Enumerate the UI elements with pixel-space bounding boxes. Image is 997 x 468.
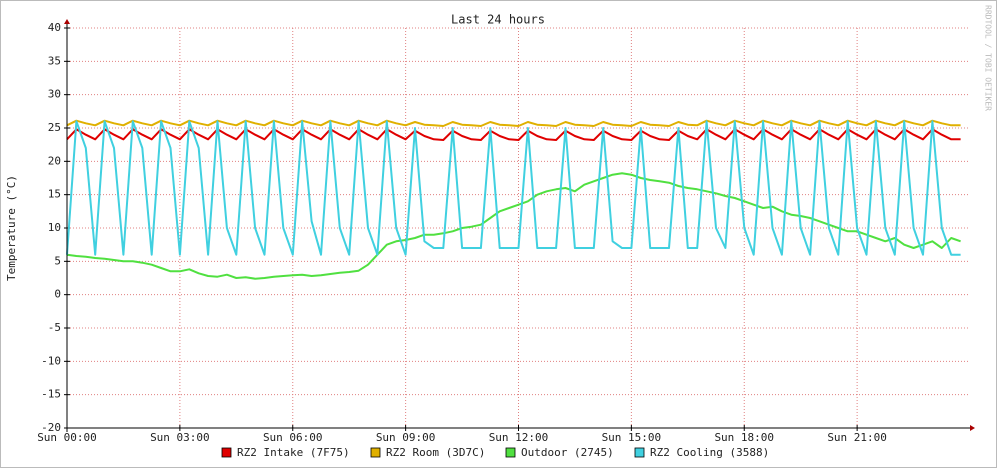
y-tick-label: -15 xyxy=(41,388,61,401)
y-tick-label: -10 xyxy=(41,354,61,367)
y-tick-label: 35 xyxy=(48,54,61,67)
x-tick-label: Sun 06:00 xyxy=(263,431,323,444)
lines xyxy=(66,119,961,280)
y-axis-label: Temperature (°C) xyxy=(5,175,18,281)
x-tick-label: Sun 12:00 xyxy=(489,431,549,444)
x-tick-label: Sun 03:00 xyxy=(150,431,210,444)
legend-label: RZ2 Intake (7F75) xyxy=(237,446,350,459)
y-tick-label: 30 xyxy=(48,88,61,101)
y-tick-label: -5 xyxy=(48,321,61,334)
y-tick-label: 25 xyxy=(48,121,61,134)
y-tick-label: 5 xyxy=(54,254,61,267)
y-tick-label: -20 xyxy=(41,421,61,434)
x-tick-label: Sun 15:00 xyxy=(602,431,662,444)
legend-swatch xyxy=(634,447,645,458)
x-tick-label: Sun 09:00 xyxy=(376,431,436,444)
legend: RZ2 Intake (7F75) RZ2 Room (3D7C) Outdoor … xyxy=(221,446,769,459)
series-line xyxy=(66,120,961,256)
x-tick-label: Sun 00:00 xyxy=(37,431,97,444)
legend-swatch xyxy=(505,447,516,458)
legend-swatch xyxy=(221,447,232,458)
y-tick-label: 10 xyxy=(48,221,61,234)
watermark: RRDTOOL / TOBI OETIKER xyxy=(984,5,993,111)
y-arrow xyxy=(64,19,70,24)
x-tick-label: Sun 18:00 xyxy=(714,431,774,444)
series-line xyxy=(66,119,961,127)
chart-title: Last 24 hours xyxy=(451,13,545,27)
legend-swatch xyxy=(370,447,381,458)
y-tick-label: 20 xyxy=(48,154,61,167)
legend-label: Outdoor (2745) xyxy=(521,446,614,459)
x-arrow xyxy=(970,425,975,431)
y-tick-label: 40 xyxy=(48,21,61,34)
x-tick-label: Sun 21:00 xyxy=(827,431,887,444)
legend-label: RZ2 Cooling (3588) xyxy=(650,446,769,459)
y-tick-label: 0 xyxy=(54,288,61,301)
y-tick-label: 15 xyxy=(48,188,61,201)
legend-label: RZ2 Room (3D7C) xyxy=(386,446,485,459)
